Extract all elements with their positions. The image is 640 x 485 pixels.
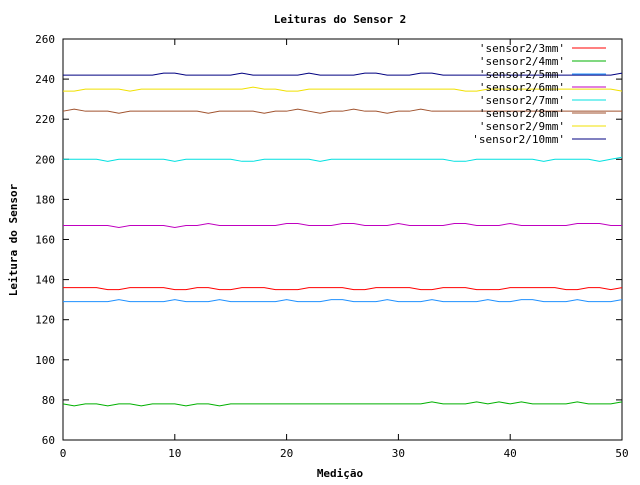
series-line-4 <box>63 222 622 228</box>
legend-label: 'sensor2/9mm' <box>479 120 565 133</box>
legend-label: 'sensor2/3mm' <box>479 42 565 55</box>
x-tick-label: 30 <box>392 447 405 460</box>
y-tick-label: 140 <box>35 274 55 287</box>
y-tick-label: 100 <box>35 354 55 367</box>
y-tick-label: 260 <box>35 33 55 46</box>
x-tick-label: 50 <box>615 447 628 460</box>
series-line-7 <box>63 86 623 92</box>
plot-area: 60 80 100 120 140 160 180 200 220 240 260 0 10 20 30 40… <box>35 33 629 460</box>
y-tick-label: 200 <box>35 153 55 166</box>
legend-label: 'sensor2/6mm' <box>479 81 565 94</box>
x-axis-label: Medição <box>317 467 364 480</box>
chart-title: Leituras do Sensor 2 <box>274 13 406 26</box>
y-tick-label: 220 <box>35 113 55 126</box>
y-tick-label: 240 <box>35 73 55 86</box>
y-tick-label: 180 <box>35 193 55 206</box>
legend-label: 'sensor2/7mm' <box>479 94 565 107</box>
y-tick-label: 80 <box>42 394 55 407</box>
y-tick-label: 60 <box>42 434 55 447</box>
series-line-1 <box>63 287 623 291</box>
series-line-5 <box>63 156 623 162</box>
legend-label: 'sensor2/4mm' <box>479 55 565 68</box>
series-line-2 <box>62 401 623 407</box>
legend-label: 'sensor2/5mm' <box>479 68 565 81</box>
legend-label: 'sensor2/8mm' <box>479 107 565 120</box>
x-tick-label: 0 <box>60 447 67 460</box>
legend-label: 'sensor2/10mm' <box>472 133 565 146</box>
x-tick-label: 10 <box>168 447 181 460</box>
y-tick-label: 160 <box>35 234 55 247</box>
x-tick-label: 40 <box>504 447 517 460</box>
series-line-3 <box>63 299 623 303</box>
y-tick-label: 120 <box>35 314 55 327</box>
y-axis-label: Leitura do Sensor <box>7 183 20 296</box>
x-tick-label: 20 <box>280 447 293 460</box>
series-line-6 <box>62 108 622 114</box>
series-line-8 <box>63 72 623 76</box>
